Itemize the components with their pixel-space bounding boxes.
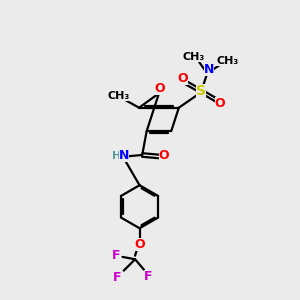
Text: F: F [144, 270, 152, 283]
Text: CH₃: CH₃ [182, 52, 204, 61]
Text: O: O [159, 149, 169, 162]
Text: F: F [112, 249, 120, 262]
Text: N: N [203, 63, 214, 76]
Text: CH₃: CH₃ [108, 92, 130, 101]
Text: N: N [119, 149, 130, 162]
Text: CH₃: CH₃ [216, 56, 238, 65]
Text: S: S [196, 84, 206, 98]
Text: O: O [177, 72, 188, 85]
Text: O: O [134, 238, 145, 251]
Text: O: O [154, 82, 165, 95]
Text: F: F [113, 271, 122, 284]
Text: H: H [112, 151, 121, 161]
Text: O: O [215, 97, 225, 110]
